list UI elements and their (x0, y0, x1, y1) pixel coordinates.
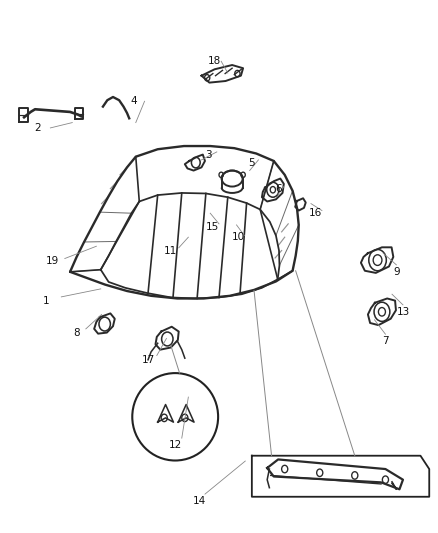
Text: 9: 9 (393, 267, 400, 277)
Text: 17: 17 (142, 355, 155, 365)
Text: 19: 19 (46, 256, 59, 266)
Text: 16: 16 (309, 208, 322, 218)
Text: 14: 14 (193, 496, 206, 506)
Text: 2: 2 (34, 123, 41, 133)
Text: 12: 12 (169, 440, 182, 450)
Text: 7: 7 (382, 336, 389, 346)
Text: 15: 15 (206, 222, 219, 231)
Text: 1: 1 (42, 296, 49, 306)
Text: 3: 3 (205, 150, 212, 159)
Text: 4: 4 (130, 96, 137, 106)
Text: 13: 13 (396, 307, 410, 317)
Text: 6: 6 (275, 184, 282, 194)
Text: 18: 18 (208, 56, 221, 66)
Text: 10: 10 (232, 232, 245, 242)
Text: 8: 8 (73, 328, 80, 338)
Text: 11: 11 (164, 246, 177, 255)
Text: 5: 5 (248, 158, 255, 167)
